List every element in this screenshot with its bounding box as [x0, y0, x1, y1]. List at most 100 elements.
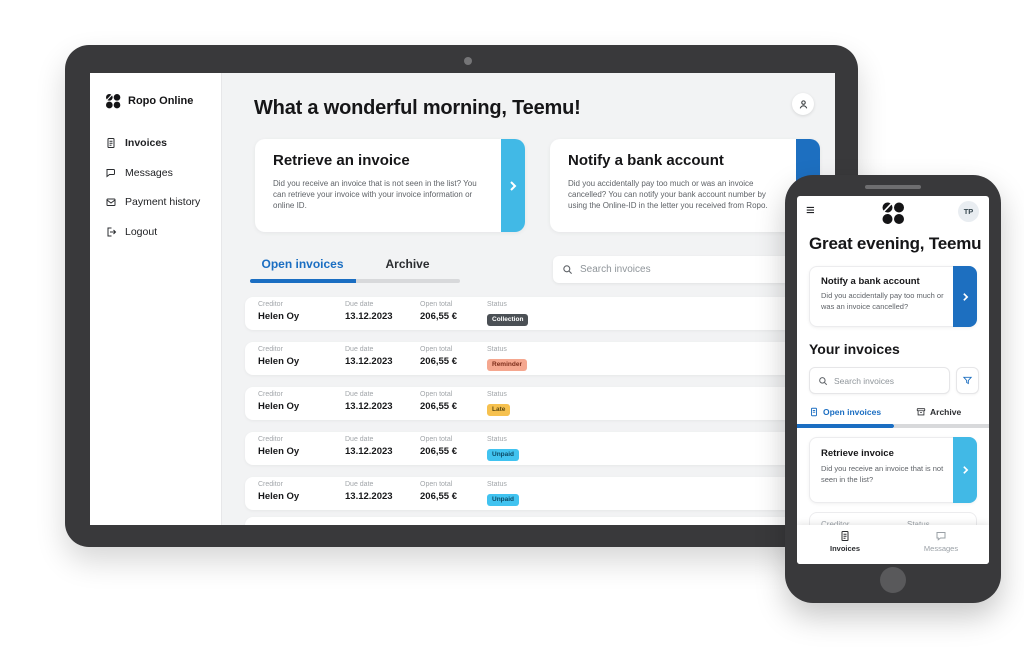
tablet-device: Ropo Online Invoices Messages Payment hi… — [65, 45, 858, 547]
search-icon — [562, 264, 573, 275]
tab-label: Archive — [930, 407, 962, 417]
creditor-value: Helen Oy — [258, 311, 300, 322]
sidebar-item-payment-history[interactable]: Payment history — [105, 196, 200, 208]
phone-speaker — [865, 185, 921, 189]
card-body: Did you receive an invoice that is not s… — [273, 179, 477, 211]
section-title: Your invoices — [809, 341, 900, 357]
table-row[interactable]: Creditor Helen Oy Due date 13.12.2023 Open… — [245, 342, 820, 375]
creditor-value: Helen Oy — [258, 446, 300, 457]
status-badge: Unpaid — [487, 493, 520, 506]
status-badge: Late — [487, 403, 511, 416]
profile-button[interactable] — [792, 93, 814, 115]
search-bar[interactable] — [553, 256, 790, 283]
table-row[interactable]: Creditor Helen Oy Due date 13.12.2023 Open… — [245, 477, 820, 510]
card-body: Did you receive an invoice that is not s… — [821, 464, 944, 484]
desktop-app-screen: Ropo Online Invoices Messages Payment hi… — [90, 73, 835, 525]
col-label-creditor: Creditor — [258, 481, 283, 488]
filter-funnel-icon — [962, 375, 973, 386]
brand-label: Ropo Online — [128, 95, 194, 107]
ropo-logo-icon — [881, 201, 905, 225]
search-input[interactable] — [580, 264, 781, 275]
tab-underline — [250, 279, 460, 283]
archive-icon — [916, 407, 926, 417]
col-label-status: Status — [487, 346, 507, 353]
chevron-right-icon[interactable] — [953, 437, 977, 503]
tab-archive[interactable]: Archive — [916, 407, 961, 417]
tab-archive[interactable]: Archive — [385, 257, 430, 271]
bottom-nav-label: Invoices — [829, 544, 860, 553]
mobile-app-screen: ≡ TP Great evening, Teemu Notify a bank … — [797, 196, 989, 564]
hamburger-menu-icon[interactable]: ≡ — [806, 202, 815, 219]
col-label-creditor: Creditor — [258, 301, 283, 308]
person-icon — [797, 98, 810, 111]
col-label-due-date: Due date — [345, 481, 374, 488]
sidebar: Ropo Online Invoices Messages Payment hi… — [90, 73, 222, 525]
card-title: Retrieve invoice — [821, 448, 894, 459]
invoices-icon — [809, 407, 819, 417]
bottom-nav-label: Messages — [923, 544, 959, 553]
tab-label: Open invoices — [823, 407, 882, 417]
bottom-nav-invoices[interactable]: Invoices — [815, 530, 875, 553]
due-date-value: 13.12.2023 — [345, 311, 393, 322]
col-label-due-date: Due date — [345, 391, 374, 398]
creditor-value: Helen Oy — [258, 401, 300, 412]
avatar[interactable]: TP — [958, 201, 979, 222]
sidebar-item-logout[interactable]: Logout — [105, 226, 157, 238]
sidebar-item-label: Payment history — [125, 196, 201, 208]
filter-button[interactable] — [956, 367, 979, 394]
col-label-creditor: Creditor — [258, 436, 283, 443]
sidebar-item-invoices[interactable]: Invoices — [105, 137, 167, 149]
payment-history-icon — [105, 196, 117, 208]
chevron-right-icon[interactable] — [953, 266, 977, 327]
search-input[interactable] — [834, 375, 941, 386]
status-badge: Reminder — [487, 358, 527, 371]
chevron-right-icon[interactable] — [501, 139, 525, 232]
mobile-page-title: Great evening, Teemu — [809, 234, 982, 253]
retrieve-invoice-card[interactable]: Retrieve an invoice Did you receive an i… — [255, 139, 525, 232]
retrieve-invoice-card[interactable]: Retrieve invoice Did you receive an invo… — [809, 437, 977, 503]
notify-bank-account-card[interactable]: Notify a bank account Did you accidental… — [550, 139, 820, 232]
search-bar[interactable] — [809, 367, 950, 394]
col-label-creditor: Creditor — [258, 391, 283, 398]
col-label-open-total: Open total — [420, 346, 453, 353]
tab-underline — [797, 424, 989, 428]
sidebar-item-label: Invoices — [125, 137, 168, 149]
table-row[interactable]: Creditor Helen Oy Due date 13.12.2023 Open… — [245, 297, 820, 330]
bottom-nav-messages[interactable]: Messages — [911, 530, 971, 553]
sidebar-item-label: Messages — [125, 167, 173, 179]
open-total-value: 206,55 € — [420, 401, 457, 412]
notify-bank-account-card[interactable]: Notify a bank account Did you accidental… — [809, 266, 977, 327]
open-total-value: 206,55 € — [420, 446, 457, 457]
invoices-icon — [839, 530, 851, 542]
invoices-icon — [105, 137, 117, 149]
col-label-status: Status — [907, 520, 930, 529]
col-label-open-total: Open total — [420, 391, 453, 398]
status-badge: Unpaid — [487, 448, 520, 461]
col-label-creditor: Creditor — [258, 346, 283, 353]
creditor-value: Helen Oy — [258, 491, 300, 502]
card-body: Did you accidentally pay too much or was… — [568, 179, 768, 211]
page-title: What a wonderful morning, Teemu! — [254, 97, 581, 119]
logout-icon — [105, 226, 117, 238]
invoice-tabs: Open invoices Archive — [250, 257, 460, 283]
tab-open-invoices[interactable]: Open invoices — [261, 257, 344, 271]
brand[interactable]: Ropo Online — [105, 93, 193, 109]
card-title: Notify a bank account — [821, 276, 920, 287]
open-total-value: 206,55 € — [420, 356, 457, 367]
sidebar-item-label: Logout — [125, 226, 158, 238]
card-title: Retrieve an invoice — [273, 152, 410, 169]
col-label-status: Status — [487, 301, 507, 308]
col-label-status: Status — [487, 391, 507, 398]
sidebar-item-messages[interactable]: Messages — [105, 167, 173, 179]
table-row[interactable]: Creditor Helen Oy Due date 13.12.2023 Open… — [245, 387, 820, 420]
phone-home-button[interactable] — [880, 567, 906, 593]
col-label-open-total: Open total — [420, 436, 453, 443]
tab-open-invoices[interactable]: Open invoices — [809, 407, 881, 417]
ropo-logo-icon — [105, 93, 121, 109]
table-row[interactable]: Creditor Helen Oy Due date 13.12.2023 Open… — [245, 432, 820, 465]
status-badge: Collection — [487, 313, 529, 326]
col-label-status: Status — [487, 436, 507, 443]
col-label-due-date: Due date — [345, 436, 374, 443]
messages-icon — [935, 530, 947, 542]
open-total-value: 206,55 € — [420, 491, 457, 502]
